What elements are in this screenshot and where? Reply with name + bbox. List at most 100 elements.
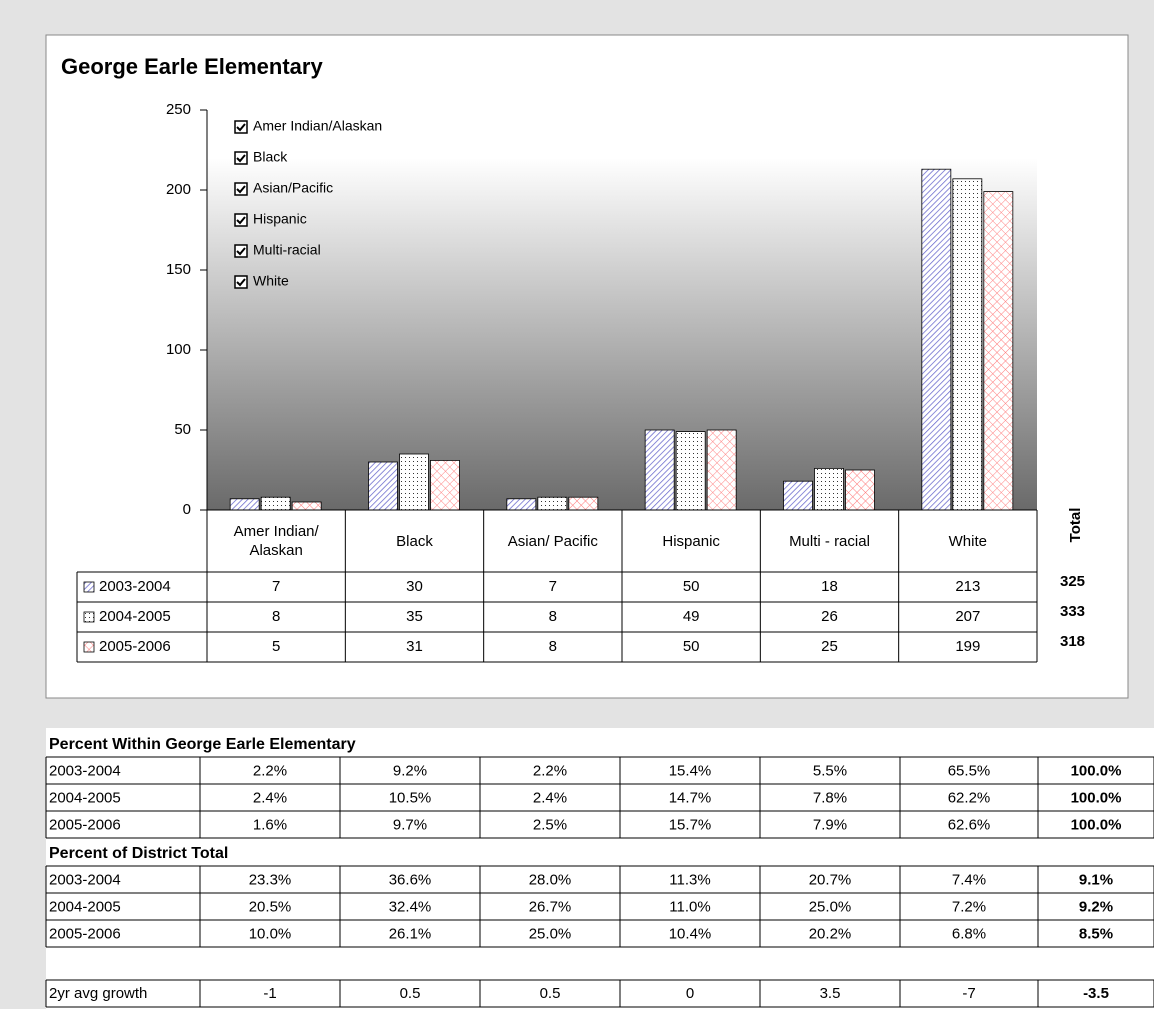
cell-text: 7.8%: [813, 789, 847, 806]
bar: [291, 501, 322, 511]
cell-text: 2.2%: [253, 762, 287, 779]
table-value: 50: [683, 638, 700, 655]
cell-text: 2.4%: [533, 789, 567, 806]
category-cell: Asian/ Pacific: [507, 532, 598, 550]
cell-text: 9.2%: [393, 762, 427, 779]
table-value: 199: [955, 638, 980, 655]
filter-label: White: [253, 273, 289, 289]
cell-text: -3.5: [1083, 985, 1109, 1002]
y-tick-label: 0: [183, 501, 191, 518]
cell-text: 11.3%: [669, 871, 710, 888]
table-value: 31: [406, 638, 423, 655]
total-value: 333: [1060, 603, 1085, 620]
cell-text: 100.0%: [1071, 762, 1122, 779]
checkbox: [234, 120, 248, 134]
table-value: 30: [406, 578, 423, 595]
cell-text: 15.4%: [669, 762, 712, 779]
bar: [845, 469, 875, 511]
table-value: 35: [406, 608, 423, 625]
bar: [644, 429, 675, 511]
cell-text: 14.7%: [669, 789, 712, 806]
bar: [952, 178, 983, 511]
cell-text: 2003-2004: [49, 762, 121, 779]
cell-text: 2004-2005: [49, 789, 121, 806]
cell-text: 65.5%: [948, 762, 991, 779]
table-value: 18: [821, 578, 838, 595]
cell-text: 62.2%: [948, 789, 991, 806]
cell-text: 7.4%: [952, 871, 986, 888]
cell-text: 3.5: [820, 985, 841, 1002]
cell-text: 2yr avg growth: [49, 985, 147, 1002]
cell-text: 62.6%: [948, 816, 991, 833]
cell-text: 7.2%: [952, 898, 986, 915]
cell-text: 2003-2004: [49, 871, 121, 888]
cell-text: 5.5%: [813, 762, 847, 779]
bar: [260, 496, 291, 511]
bar: [983, 191, 1014, 511]
cell-text: 2.5%: [533, 816, 567, 833]
cell-text: 26.7%: [529, 898, 572, 915]
checkbox: [234, 151, 248, 165]
bar: [783, 480, 813, 511]
cell-text: 9.2%: [1079, 898, 1113, 915]
cell-text: 32.4%: [389, 898, 432, 915]
filter-label: Multi-racial: [253, 242, 321, 258]
cell-text: 20.7%: [809, 871, 852, 888]
legend-key: [83, 611, 95, 623]
category-cell: Multi - racial: [789, 532, 870, 550]
cell-text: 100.0%: [1071, 816, 1122, 833]
filter-label: Hispanic: [253, 211, 307, 227]
table-value: 49: [683, 608, 700, 625]
check: [236, 154, 246, 163]
x-tick-label: Multi - racial: [789, 532, 870, 550]
table-value: 7: [549, 578, 557, 595]
table-value: 5: [272, 638, 280, 655]
cell-text: 25.0%: [529, 925, 572, 942]
x-tick-label: Asian/ Pacific: [507, 532, 598, 550]
bar: [506, 498, 537, 511]
category-cell: Hispanic: [662, 532, 720, 550]
x-tick-label: Hispanic: [662, 532, 720, 550]
bar: [537, 496, 568, 511]
cell-text: 15.7%: [669, 816, 712, 833]
bar: [430, 459, 460, 511]
cell-text: 10.5%: [389, 789, 432, 806]
cell-text: 0.5: [540, 985, 561, 1002]
table-title: Percent Within George Earle Elementary: [49, 736, 356, 753]
check: [236, 216, 246, 225]
bar: [568, 496, 599, 511]
cell-text: 2004-2005: [49, 898, 121, 915]
check: [236, 123, 246, 132]
bar: [229, 498, 260, 511]
cell-text: 28.0%: [529, 871, 572, 888]
cell-text: 9.7%: [393, 816, 427, 833]
y-tick-label: 50: [174, 421, 191, 438]
cell-text: 11.0%: [669, 898, 710, 915]
table-title: Percent of District Total: [49, 845, 228, 862]
cell-text: 10.4%: [669, 925, 712, 942]
cell-text: 6.8%: [952, 925, 986, 942]
table-value: 8: [272, 608, 280, 625]
cell-text: 1.6%: [253, 816, 287, 833]
cell-text: 8.5%: [1079, 925, 1113, 942]
cell-text: 2.2%: [533, 762, 567, 779]
bar: [921, 168, 952, 511]
total-value: 325: [1060, 573, 1085, 590]
cell-text: 2005-2006: [49, 816, 121, 833]
table-value: 207: [955, 608, 980, 625]
legend-label: 2005-2006: [99, 638, 171, 655]
check: [236, 278, 246, 287]
y-tick-label: 150: [166, 261, 191, 278]
cell-text: 0.5: [400, 985, 421, 1002]
cell-text: 9.1%: [1079, 871, 1113, 888]
table-value: 7: [272, 578, 280, 595]
cell-text: -1: [263, 985, 276, 1002]
legend-label: 2003-2004: [99, 578, 171, 595]
cell-text: -7: [962, 985, 975, 1002]
cell-text: 25.0%: [809, 898, 852, 915]
category-cell: Amer Indian/ Alaskan: [234, 523, 319, 559]
cell-text: 20.2%: [809, 925, 852, 942]
category-cell: Black: [396, 533, 433, 550]
cell-text: 100.0%: [1071, 789, 1122, 806]
